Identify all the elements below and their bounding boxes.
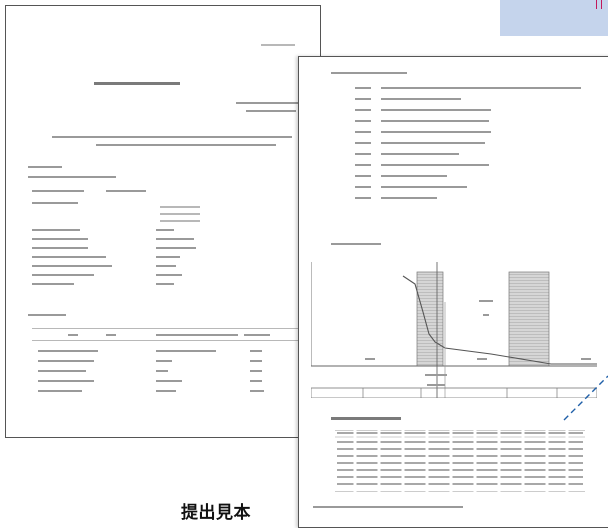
doc-table-cell [156, 350, 216, 352]
doc-list-item [381, 87, 581, 89]
doc-table-row [38, 360, 94, 362]
doc-list-value [156, 229, 174, 231]
doc-table-row [38, 390, 82, 392]
doc-org-line [236, 102, 306, 104]
doc-section-heading [28, 166, 62, 168]
document-sheet-front [298, 56, 608, 528]
doc-list-key [355, 175, 371, 177]
figure-hatched-block [416, 271, 444, 367]
doc-list-key [355, 131, 371, 133]
profile-figure [311, 262, 597, 398]
doc-table-cell [250, 390, 264, 392]
doc-list-key [355, 142, 371, 144]
figure-bottom-strip [311, 387, 597, 398]
doc-list-item [32, 202, 78, 204]
doc-list-item [32, 238, 88, 240]
figure-label [581, 358, 591, 360]
doc-data-table [335, 430, 585, 492]
doc-table-rule [32, 340, 302, 341]
doc-section-heading [28, 314, 66, 316]
doc-table-cell [156, 390, 176, 392]
doc-list-item [381, 120, 489, 122]
doc-list-item [32, 274, 94, 276]
doc-section-heading [331, 72, 407, 74]
doc-list-item [32, 190, 84, 192]
doc-list-value [156, 274, 182, 276]
doc-table-rule [32, 328, 302, 329]
doc-list-value [156, 256, 180, 258]
corner-panel [500, 0, 608, 36]
figure-curve [402, 275, 597, 365]
doc-title-line [94, 82, 180, 85]
doc-table-cell [250, 360, 262, 362]
doc-list-key [355, 109, 371, 111]
doc-date-line [261, 44, 295, 46]
doc-list-value [160, 206, 200, 208]
doc-list-key [355, 120, 371, 122]
doc-list-item [32, 265, 112, 267]
doc-body-line [96, 144, 276, 146]
doc-table-heading [331, 417, 401, 420]
figure-label [483, 314, 489, 316]
doc-list-item [381, 109, 491, 111]
figure-label [425, 374, 447, 376]
figure-hatched-block [508, 271, 550, 367]
doc-table-cell [250, 380, 262, 382]
doc-list-item [381, 186, 467, 188]
doc-list-value [156, 265, 176, 267]
pink-bracket-icon [596, 0, 602, 9]
doc-list-item [381, 164, 489, 166]
doc-list-item [381, 142, 485, 144]
doc-list-item [381, 98, 461, 100]
doc-list-value [106, 190, 146, 192]
doc-table-cell [156, 370, 168, 372]
doc-table-cell [250, 370, 262, 372]
doc-table-row [38, 380, 94, 382]
doc-table-cell [156, 380, 182, 382]
doc-list-value [160, 220, 200, 222]
doc-figure-heading [331, 243, 381, 245]
doc-list-value [156, 238, 194, 240]
doc-table-cell [156, 360, 172, 362]
doc-table-header [156, 334, 238, 336]
figure-label [479, 300, 493, 302]
figure-label [427, 384, 445, 386]
doc-list-key [355, 98, 371, 100]
doc-list-value [160, 213, 200, 215]
doc-list-key [355, 164, 371, 166]
doc-list-item [381, 175, 447, 177]
doc-list-value [156, 283, 174, 285]
doc-body-line [28, 176, 116, 178]
doc-list-key [355, 186, 371, 188]
doc-list-item [381, 197, 437, 199]
figure-label [365, 358, 375, 360]
doc-body-line [52, 136, 292, 138]
doc-list-key [355, 153, 371, 155]
figure-label [477, 358, 487, 360]
doc-list-item [32, 283, 74, 285]
doc-table-header [106, 334, 116, 336]
doc-list-key [355, 197, 371, 199]
doc-list-item [381, 153, 459, 155]
document-sheet-back [5, 5, 321, 438]
doc-table-cell [250, 350, 262, 352]
doc-org-line [246, 110, 296, 112]
doc-list-item [32, 247, 88, 249]
doc-table-row [38, 350, 98, 352]
doc-table-header [68, 334, 78, 336]
doc-list-key [355, 87, 371, 89]
doc-table-header [244, 334, 270, 336]
doc-list-value [156, 247, 196, 249]
sample-caption: 提出見本 [181, 503, 251, 523]
doc-table-row [38, 370, 86, 372]
doc-list-item [32, 256, 106, 258]
doc-list-item [32, 229, 80, 231]
doc-list-item [381, 131, 491, 133]
doc-footnote-line [313, 506, 463, 508]
